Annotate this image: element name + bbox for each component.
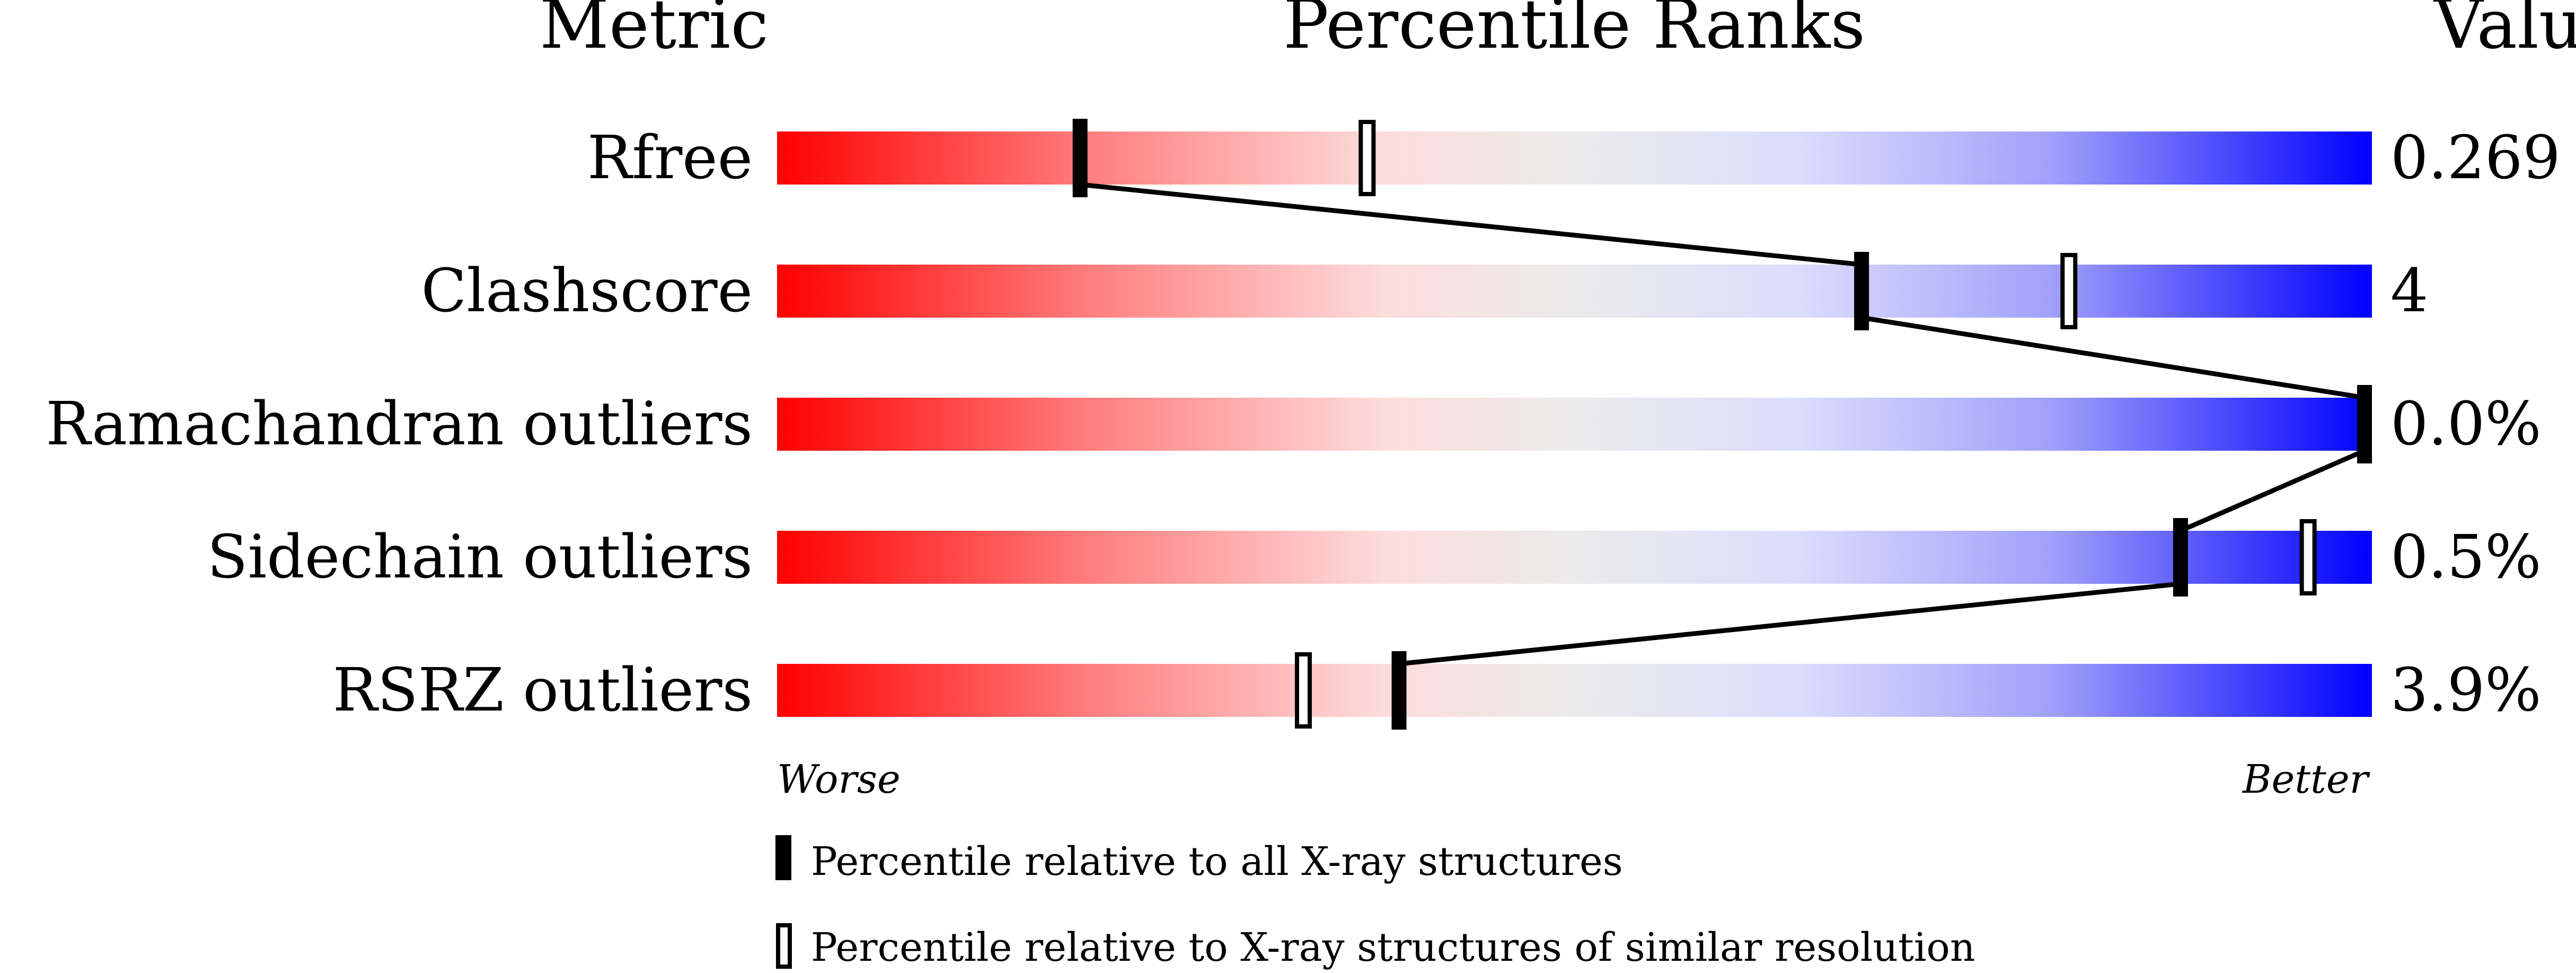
metric-label: Ramachandran outliers bbox=[46, 390, 753, 459]
percentile-bar bbox=[777, 531, 2372, 584]
connector-line bbox=[1399, 581, 2181, 667]
legend-filled-marker bbox=[775, 835, 791, 880]
better-label: Better bbox=[2242, 757, 2370, 802]
metric-label: Clashscore bbox=[421, 257, 753, 326]
marker-similar bbox=[1294, 652, 1312, 729]
metric-value: 0.269 bbox=[2390, 124, 2561, 192]
connector-line bbox=[2180, 448, 2366, 533]
metric-value: 0.0% bbox=[2390, 390, 2542, 459]
connector-line bbox=[1080, 182, 1862, 267]
header-percentile-ranks: Percentile Ranks bbox=[1283, 0, 1865, 64]
metric-value: 4 bbox=[2390, 257, 2428, 326]
percentile-bar bbox=[777, 664, 2372, 717]
metric-value: 0.5% bbox=[2390, 523, 2542, 592]
percentile-bar bbox=[777, 265, 2372, 318]
marker-similar bbox=[2299, 519, 2317, 595]
header-metric: Metric bbox=[540, 0, 769, 64]
metric-value: 3.9% bbox=[2390, 656, 2542, 725]
marker-similar bbox=[1358, 120, 1376, 196]
worse-label: Worse bbox=[777, 757, 901, 802]
legend-label-similar: Percentile relative to X-ray structures … bbox=[811, 925, 1975, 970]
percentile-bar bbox=[777, 132, 2372, 185]
percentile-bar bbox=[777, 398, 2372, 451]
legend-open-marker bbox=[776, 923, 792, 969]
marker-similar bbox=[2060, 253, 2078, 329]
connector-line bbox=[1861, 315, 2365, 400]
legend-label-all: Percentile relative to all X-ray structu… bbox=[811, 839, 1623, 884]
metric-label: Sidechain outliers bbox=[207, 523, 753, 592]
metric-label: RSRZ outliers bbox=[333, 656, 753, 725]
metric-label: Rfree bbox=[587, 124, 753, 192]
header-value: Value bbox=[2433, 0, 2576, 64]
